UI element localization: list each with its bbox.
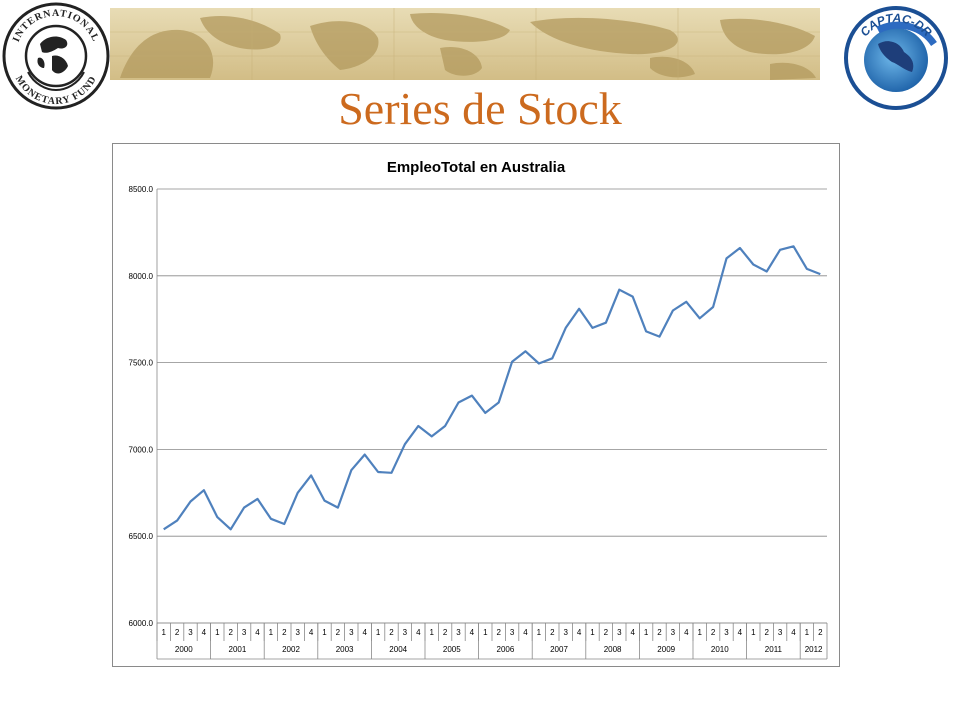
- x-tick-label: 4: [577, 628, 582, 637]
- x-year-label: 2006: [497, 645, 515, 654]
- x-tick-label: 2: [336, 628, 341, 637]
- x-tick-label: 1: [376, 628, 381, 637]
- x-tick-label: 2: [657, 628, 662, 637]
- x-tick-label: 1: [805, 628, 810, 637]
- x-tick-label: 1: [322, 628, 327, 637]
- series-layer: [163, 245, 821, 531]
- y-tick-label: 7000.0: [129, 445, 154, 454]
- x-tick-label: 4: [255, 628, 260, 637]
- x-tick-label: 2: [389, 628, 394, 637]
- x-tick-label: 2: [604, 628, 609, 637]
- x-year-label: 2005: [443, 645, 461, 654]
- x-tick-label: 2: [818, 628, 823, 637]
- x-tick-label: 4: [309, 628, 314, 637]
- x-tick-label: 4: [523, 628, 528, 637]
- x-year-label: 2003: [336, 645, 354, 654]
- chart-frame: EmpleoTotal en Australia 8500.0 8000.0 750…: [112, 143, 840, 667]
- y-tick-label: 6500.0: [129, 532, 154, 541]
- x-tick-label: 1: [483, 628, 488, 637]
- x-tick-label: 4: [791, 628, 796, 637]
- x-tick-label: 4: [630, 628, 635, 637]
- x-tick-label: 3: [724, 628, 729, 637]
- x-tick-label: 1: [269, 628, 274, 637]
- x-year-label: 2012: [805, 645, 823, 654]
- x-tick-label: 3: [295, 628, 300, 637]
- y-axis-tick-labels: 8500.0 8000.0 7500.0 7000.0 6500.0 6000.0: [129, 185, 154, 628]
- x-tick-label: 4: [684, 628, 689, 637]
- x-tick-label: 2: [228, 628, 233, 637]
- series-line: [163, 245, 821, 531]
- y-tick-label: 7500.0: [129, 359, 154, 368]
- x-tick-label: 1: [161, 628, 166, 637]
- x-tick-label: 4: [738, 628, 743, 637]
- x-tick-label: 2: [282, 628, 287, 637]
- y-tick-label: 8000.0: [129, 272, 154, 281]
- grid-lines: [156, 188, 827, 624]
- x-tick-label: 4: [416, 628, 421, 637]
- x-tick-label: 3: [456, 628, 461, 637]
- x-tick-label: 1: [215, 628, 220, 637]
- x-tick-label: 1: [590, 628, 595, 637]
- x-tick-label: 3: [563, 628, 568, 637]
- x-tick-label: 3: [510, 628, 515, 637]
- x-tick-label: 3: [617, 628, 622, 637]
- x-tick-label: 2: [764, 628, 769, 637]
- x-tick-label: 2: [496, 628, 501, 637]
- x-tick-label: 4: [470, 628, 475, 637]
- chart-title: EmpleoTotal en Australia: [387, 159, 566, 176]
- x-year-label: 2002: [282, 645, 300, 654]
- x-year-label: 2010: [711, 645, 729, 654]
- world-map-banner: [110, 8, 820, 80]
- x-tick-label: 1: [644, 628, 649, 637]
- x-tick-label: 2: [550, 628, 555, 637]
- y-tick-label: 8500.0: [129, 185, 154, 194]
- x-tick-label: 3: [188, 628, 193, 637]
- x-tick-label: 2: [443, 628, 448, 637]
- x-tick-label: 3: [671, 628, 676, 637]
- x-tick-label: 2: [175, 628, 180, 637]
- imf-logo: INTERNATIONAL MONETARY FUND: [2, 2, 110, 110]
- x-tick-label: 1: [429, 628, 434, 637]
- x-tick-label: 4: [362, 628, 367, 637]
- x-year-label: 2007: [550, 645, 568, 654]
- x-year-label: 2000: [175, 645, 193, 654]
- x-tick-label: 3: [403, 628, 408, 637]
- x-tick-label: 1: [537, 628, 542, 637]
- x-tick-label: 1: [751, 628, 756, 637]
- x-year-label: 2004: [389, 645, 407, 654]
- x-tick-label: 2: [711, 628, 716, 637]
- x-tick-label: 3: [778, 628, 783, 637]
- x-year-label: 2008: [604, 645, 622, 654]
- line-chart: EmpleoTotal en Australia 8500.0 8000.0 750…: [129, 159, 828, 660]
- x-tick-label: 3: [349, 628, 354, 637]
- y-tick-label: 6000.0: [129, 619, 154, 628]
- captac-dr-logo: CAPTAC-DR: [844, 6, 948, 110]
- x-tick-label: 1: [697, 628, 702, 637]
- slide-title: Series de Stock: [338, 83, 622, 134]
- x-year-label: 2011: [765, 645, 783, 654]
- x-year-label: 2001: [229, 645, 247, 654]
- x-year-label: 2009: [657, 645, 675, 654]
- x-tick-label: 4: [202, 628, 207, 637]
- x-tick-label: 3: [242, 628, 247, 637]
